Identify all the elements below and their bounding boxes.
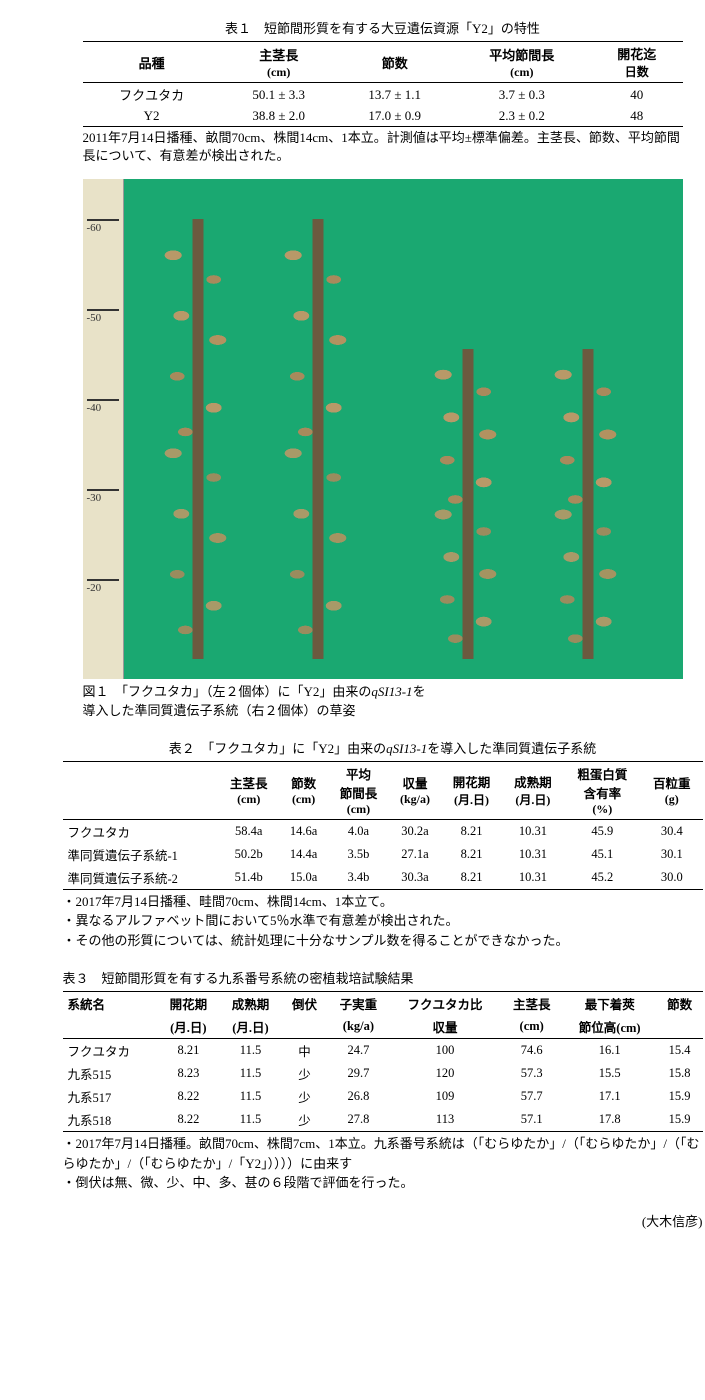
- t1-h-days: 開花迄日数: [591, 42, 683, 83]
- table-row: 九系5158.2311.5少29.712057.315.515.8: [63, 1062, 703, 1085]
- ruler-mark: -30: [87, 489, 119, 504]
- table-row: 準同質遺伝子系統-251.4b15.0a3.4b30.3a8.2110.3145…: [63, 866, 703, 890]
- plant-fukuyutaka-1: [153, 219, 243, 659]
- t3-h-mature: 成熟期: [219, 992, 281, 1016]
- note-line: ・その他の形質については、統計処理に十分なサンプル数を得ることができなかった。: [63, 931, 703, 951]
- t3-h-stem: 主茎長: [501, 992, 563, 1016]
- note-line: ・倒伏は無、微、少、中、多、甚の６段階で評価を行った。: [63, 1173, 703, 1193]
- table-row: 九系5178.2211.5少26.810957.717.115.9: [63, 1085, 703, 1108]
- ruler-mark: -50: [87, 309, 119, 324]
- note-line: ・異なるアルファベット間において5％水準で有意差が検出された。: [63, 911, 703, 931]
- table2-notes: ・2017年7月14日播種、畦間70cm、株間14cm、1本立て。 ・異なるアル…: [63, 892, 703, 951]
- table3-notes: ・2017年7月14日播種。畝間70cm、株間7cm、1本立。九系番号系統は（「…: [63, 1134, 703, 1193]
- figure1-caption: 図１ 「フクユタカ」（左２個体）に「Y2」由来のqSI13-1を 導入した準同質…: [83, 683, 683, 719]
- ruler: -60 -50 -40 -30 -20: [83, 179, 124, 679]
- t3-h-nodes: 節数: [657, 992, 703, 1016]
- t3-body: フクユタカ8.2111.5中24.710074.616.115.4九系5158.…: [63, 1039, 703, 1132]
- t2-h-protein: 粗蛋白質含有率(%): [564, 761, 642, 819]
- t3-h-line: 系統名: [63, 992, 158, 1016]
- t3-h-seedw: 子実重: [327, 992, 389, 1016]
- t3-h-pod: 最下着莢: [563, 992, 657, 1016]
- figure1: -60 -50 -40 -30 -20: [83, 179, 683, 679]
- t3-h-lodging: 倒伏: [282, 992, 328, 1016]
- author: (大木信彦): [63, 1211, 703, 1230]
- note-line: ・2017年7月14日播種。畝間70cm、株間7cm、1本立。九系番号系統は（「…: [63, 1134, 703, 1173]
- t2-body: フクユタカ58.4a14.6a4.0a30.2a8.2110.3145.930.…: [63, 819, 703, 889]
- t1-h-variety: 品種: [83, 42, 221, 83]
- t3-h-flower: 開花期: [157, 992, 219, 1016]
- note-line: ・2017年7月14日播種、畦間70cm、株間14cm、1本立て。: [63, 892, 703, 912]
- plant-nil-2: [543, 349, 633, 659]
- table1-caption: 2011年7月14日播種、畝間70cm、株間14cm、1本立。計測値は平均±標準…: [83, 129, 683, 165]
- t2-h-yield: 収量(kg/a): [389, 761, 441, 819]
- table1-title: 表１ 短節間形質を有する大豆遺伝資源「Y2」の特性: [30, 18, 705, 37]
- ruler-mark: -40: [87, 399, 119, 414]
- t1-h-nodes: 節数: [337, 42, 453, 83]
- t2-h-mature: 成熟期(月.日): [502, 761, 563, 819]
- ruler-mark: -20: [87, 579, 119, 594]
- t2-h-stem: 主茎長(cm): [218, 761, 279, 819]
- table3-title: 表３ 短節間形質を有する九系番号系統の密植栽培試験結果: [63, 968, 703, 987]
- table-row: Y2 38.8 ± 2.0 17.0 ± 0.9 2.3 ± 0.2 48: [83, 106, 683, 127]
- t2-h-inter: 平均節間長(cm): [328, 761, 389, 819]
- t2-h-seed: 百粒重(g): [641, 761, 702, 819]
- ruler-mark: -60: [87, 219, 119, 234]
- t1-body: フクユタカ 50.1 ± 3.3 13.7 ± 1.1 3.7 ± 0.3 40…: [83, 83, 683, 127]
- t1-h-inter: 平均節間長(cm): [453, 42, 591, 83]
- t2-h-flower: 開花期(月.日): [441, 761, 502, 819]
- table-row: フクユタカ58.4a14.6a4.0a30.2a8.2110.3145.930.…: [63, 819, 703, 843]
- t3-h-ratio: フクユタカ比: [389, 992, 500, 1016]
- t2-h-nodes: 節数(cm): [279, 761, 327, 819]
- plant-fukuyutaka-2: [273, 219, 363, 659]
- plant-nil-1: [423, 349, 513, 659]
- table-row: 準同質遺伝子系統-150.2b14.4a3.5b27.1a8.2110.3145…: [63, 843, 703, 866]
- table-row: 九系5188.2211.5少27.811357.117.815.9: [63, 1108, 703, 1132]
- table1: 品種 主茎長(cm) 節数 平均節間長(cm) 開花迄日数 フクユタカ 50.1…: [83, 41, 683, 127]
- table3: 系統名 開花期 成熟期 倒伏 子実重 フクユタカ比 主茎長 最下着莢 節数 (月…: [63, 991, 703, 1132]
- t1-h-stem: 主茎長(cm): [221, 42, 337, 83]
- table-row: フクユタカ 50.1 ± 3.3 13.7 ± 1.1 3.7 ± 0.3 40: [83, 83, 683, 107]
- table-row: フクユタカ8.2111.5中24.710074.616.115.4: [63, 1039, 703, 1063]
- table2: 主茎長(cm) 節数(cm) 平均節間長(cm) 収量(kg/a) 開花期(月.…: [63, 761, 703, 890]
- table2-title: 表２ 「フクユタカ」に「Y2」由来のqSI13-1を導入した準同質遺伝子系統: [30, 738, 705, 757]
